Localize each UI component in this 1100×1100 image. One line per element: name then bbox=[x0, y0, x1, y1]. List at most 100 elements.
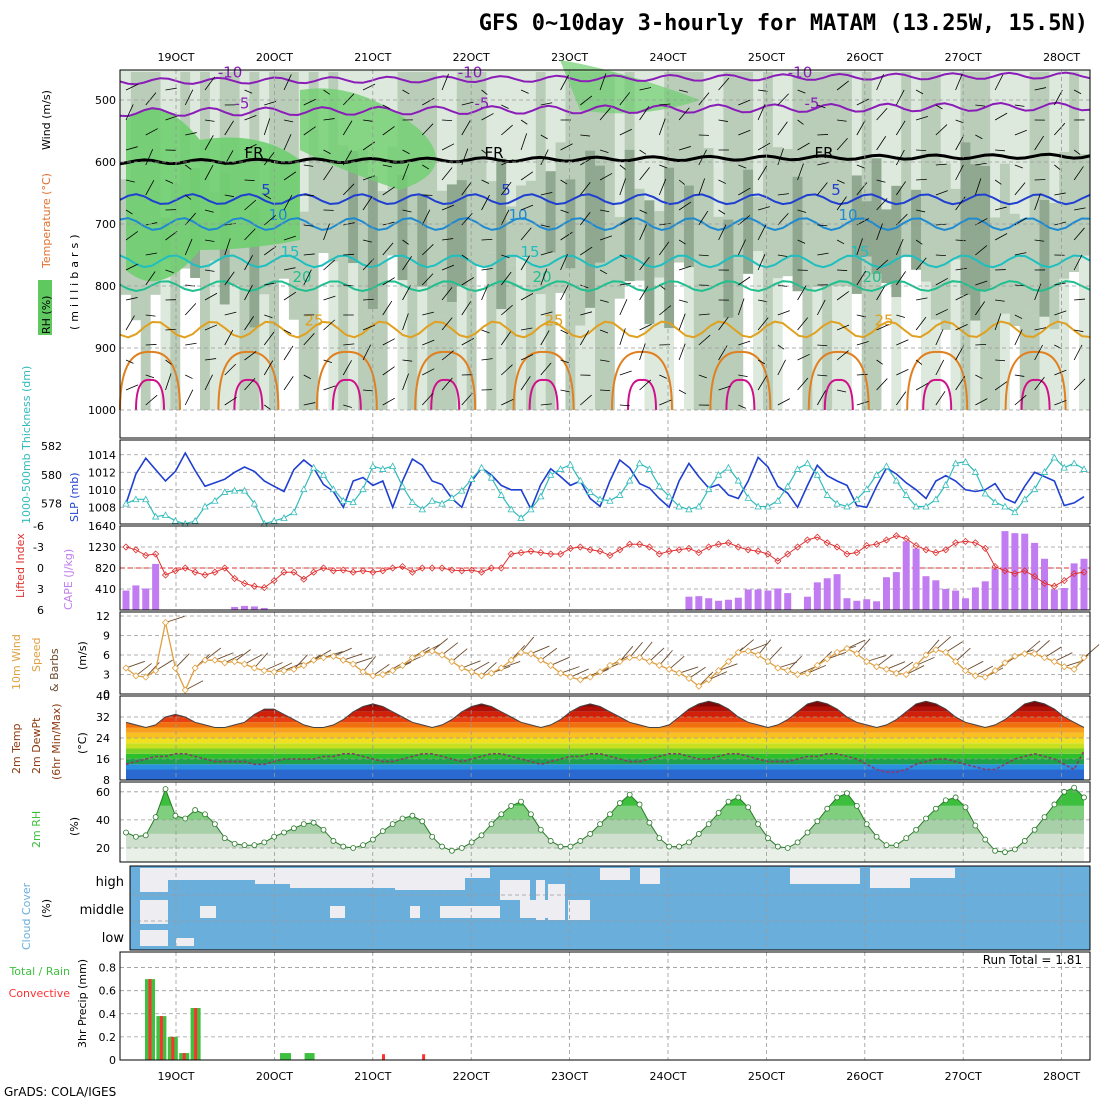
wind10-speed-point bbox=[260, 667, 268, 675]
lifted-index-point bbox=[744, 546, 752, 554]
cape-bar bbox=[1011, 533, 1019, 610]
date-label-bottom: 20OCT bbox=[256, 1070, 293, 1083]
upper-wind-barb bbox=[125, 104, 134, 121]
rh2m-point bbox=[498, 811, 505, 818]
cape-bar bbox=[764, 590, 772, 610]
temp-band bbox=[126, 727, 1084, 733]
thickness-point bbox=[922, 502, 930, 510]
upper-wind-barb bbox=[896, 339, 909, 346]
rh-cell bbox=[387, 146, 399, 256]
upper-wind-barb bbox=[974, 178, 982, 196]
cape-tick: 820 bbox=[95, 562, 116, 575]
upper-wind-barb bbox=[599, 73, 607, 91]
date-label-bottom: 24OCT bbox=[649, 1070, 686, 1083]
upper-wind-barb bbox=[244, 284, 253, 301]
cape-bar bbox=[231, 606, 239, 610]
rh2m-point bbox=[735, 794, 742, 801]
lifted-index-point bbox=[1070, 570, 1078, 578]
wind10-speed-point bbox=[1011, 652, 1019, 660]
upper-wind-barb bbox=[579, 182, 591, 196]
upper-wind-barb bbox=[323, 89, 330, 95]
rh-cell bbox=[249, 327, 261, 410]
upper-wind-barb bbox=[1054, 164, 1061, 170]
lifted-index-point bbox=[803, 536, 812, 544]
upper-ytick: 800 bbox=[95, 280, 116, 293]
upper-wind-barb bbox=[975, 104, 986, 107]
upper-wind-barb bbox=[639, 256, 650, 271]
rh-cell bbox=[308, 195, 320, 303]
rh2m-point bbox=[774, 843, 781, 850]
upper-wind-barb bbox=[856, 182, 868, 196]
rh-cell bbox=[358, 148, 370, 289]
cape-bar bbox=[991, 569, 999, 610]
upper-wind-barb bbox=[244, 115, 257, 121]
cloud-cover-panel: high middle low bbox=[80, 865, 1091, 951]
thickness-point bbox=[813, 470, 822, 478]
upper-wind-barb bbox=[441, 317, 453, 331]
thickness-point bbox=[655, 482, 663, 490]
wind10-speed-point bbox=[922, 651, 930, 659]
upper-wind-barb bbox=[678, 299, 688, 303]
lifted-index-point bbox=[784, 550, 792, 558]
rh-cell bbox=[121, 294, 132, 410]
wind10-speed-point bbox=[794, 670, 802, 679]
upper-wind-barb bbox=[165, 359, 172, 365]
lifted-index-point bbox=[152, 550, 160, 558]
upper-wind-barb bbox=[343, 222, 355, 226]
rh-cell bbox=[930, 72, 942, 202]
temp2m-label-c: (6hr Min/Max) bbox=[50, 703, 63, 780]
upper-wind-barb bbox=[856, 314, 866, 318]
rh-cell bbox=[358, 288, 370, 410]
upper-wind-barb bbox=[718, 119, 728, 122]
upper-wind-barb bbox=[501, 104, 509, 109]
upper-wind-barb bbox=[876, 198, 888, 211]
wind10-speed-point bbox=[319, 654, 328, 662]
upper-wind-barb bbox=[738, 340, 751, 346]
rh2m-point bbox=[972, 822, 979, 829]
temp-band bbox=[126, 769, 1084, 780]
rh-cell bbox=[762, 72, 774, 163]
lifted-index-point bbox=[1050, 582, 1058, 590]
rh2m-point bbox=[695, 831, 702, 837]
rh-cell bbox=[861, 201, 873, 257]
upper-wind-barb bbox=[441, 204, 455, 211]
rh-cell bbox=[575, 325, 587, 410]
cape-tick: 1230 bbox=[88, 541, 116, 554]
wind10-barb bbox=[935, 636, 952, 651]
thickness-point bbox=[991, 498, 999, 506]
rh2m-point bbox=[261, 839, 268, 846]
upper-wind-barb bbox=[224, 396, 237, 406]
upper-wind-barb bbox=[757, 206, 770, 211]
upper-wind-barb bbox=[777, 310, 790, 316]
upper-wind-barb bbox=[895, 238, 904, 256]
wind10-barb bbox=[866, 655, 886, 662]
rh-cell bbox=[723, 219, 735, 318]
rh2m-point bbox=[814, 818, 821, 825]
cloud-ylabel: (%) bbox=[40, 899, 53, 918]
lifted-index-point bbox=[527, 547, 535, 555]
upper-wind-barb bbox=[639, 167, 650, 181]
upper-wind-barb bbox=[540, 102, 553, 106]
upper-wind-barb bbox=[955, 267, 967, 271]
upper-wind-barb bbox=[421, 393, 434, 406]
cape-tick: 410 bbox=[95, 583, 116, 596]
upper-wind-barb bbox=[1074, 207, 1086, 211]
lifted-index-point bbox=[873, 540, 881, 548]
upper-wind-barb bbox=[283, 74, 292, 91]
lifted-index-point bbox=[843, 550, 851, 558]
rh-cell bbox=[693, 288, 705, 410]
upper-wind-barb bbox=[185, 164, 192, 170]
rh-cell bbox=[614, 72, 626, 219]
rh-cell bbox=[397, 175, 409, 281]
lifted-index-point bbox=[250, 582, 258, 590]
rh-cell bbox=[446, 184, 458, 303]
thickness-point bbox=[675, 502, 683, 510]
upper-wind-barb bbox=[698, 92, 710, 106]
thickness-point bbox=[951, 459, 960, 467]
upper-wind-barb bbox=[500, 209, 510, 226]
temp-contour-label: -10 bbox=[458, 63, 483, 81]
lifted-index-point bbox=[813, 533, 821, 541]
lifted-index-point bbox=[270, 577, 278, 585]
upper-wind-barb bbox=[323, 149, 331, 155]
